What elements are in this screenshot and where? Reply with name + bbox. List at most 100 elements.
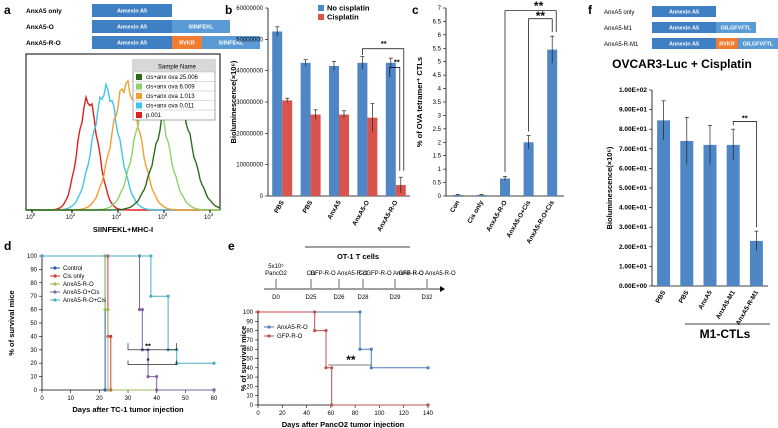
legend-entry: cis+anx ova 6.009 bbox=[146, 85, 195, 91]
legend-entry: cis+anx ova 1.013 bbox=[146, 94, 195, 100]
bar bbox=[500, 178, 510, 196]
data-point bbox=[324, 329, 328, 333]
x-tick-label: AnxA5-R-O bbox=[376, 200, 399, 234]
data-point bbox=[313, 329, 317, 333]
construct-domain-label: Annexin A5 bbox=[669, 10, 699, 16]
y-tick-label: 70 bbox=[30, 294, 37, 300]
legend-swatch bbox=[136, 83, 142, 90]
y-tick-label: 20 bbox=[246, 384, 253, 390]
y-tick-label: 2.00E+01 bbox=[619, 244, 647, 251]
data-point bbox=[103, 308, 107, 312]
construct-domain bbox=[92, 36, 172, 49]
data-point bbox=[137, 308, 142, 312]
data-point bbox=[256, 310, 260, 314]
y-tick-label: 0.5 bbox=[433, 181, 442, 187]
timeline-day: D28 bbox=[357, 295, 369, 301]
construct-label: AnxA5-O bbox=[26, 24, 54, 31]
y-tick-label: 50000000 bbox=[236, 37, 263, 43]
bar bbox=[357, 62, 368, 197]
x-tick-label: 60 bbox=[211, 396, 218, 402]
legend-entry: cis+anx ova 25.006 bbox=[146, 75, 199, 81]
panel-f-constructs: AnxA5 only Annexin A5 AnxA5-M1 Annexin A5 GI… bbox=[604, 6, 778, 71]
y-tick-label: 8.00E+01 bbox=[619, 126, 647, 133]
x-tick-label: AnxA5-M1 bbox=[715, 289, 737, 320]
y-tick-label: 0.00E+00 bbox=[619, 283, 647, 290]
x-tick-label: PBS bbox=[302, 199, 315, 215]
y-tick-label: 2 bbox=[438, 140, 442, 146]
data-point bbox=[155, 375, 159, 379]
y-tick-label: 40 bbox=[30, 334, 37, 340]
y-axis-label: % of OVA tetramer⁺ CTLs bbox=[415, 57, 424, 147]
group-label: OT-1 T cells bbox=[337, 252, 379, 261]
bar bbox=[310, 114, 321, 196]
y-tick-label: 6.5 bbox=[433, 19, 442, 25]
panel-label-e: e bbox=[228, 239, 235, 253]
construct-label: AnxA5 only bbox=[26, 8, 62, 15]
x-tick-label: 30 bbox=[125, 396, 132, 402]
x-tick-label: PBS bbox=[273, 199, 286, 215]
y-tick-label: 6.00E+01 bbox=[619, 165, 647, 172]
y-axis-label: Bioluminescence(×10⁶) bbox=[229, 60, 238, 143]
panel-f-chart: 0.00E+00 1.00E+01 2.00E+01 3.00E+01 4.00E+01… bbox=[605, 87, 770, 341]
data-point bbox=[166, 294, 170, 298]
construct-label: AnxA5-R-M1 bbox=[604, 42, 639, 48]
y-tick-label: 50 bbox=[30, 321, 37, 327]
panel-label-a: a bbox=[4, 3, 11, 17]
y-tick-label: 30 bbox=[30, 348, 37, 354]
data-point bbox=[155, 388, 159, 392]
y-tick-label: 60000000 bbox=[236, 6, 263, 12]
data-point bbox=[330, 366, 334, 370]
construct-domain bbox=[716, 22, 756, 33]
y-tick-label: 1.00E+01 bbox=[619, 263, 647, 270]
y-tick-label: 30 bbox=[246, 375, 253, 381]
y-tick-label: 1 bbox=[438, 167, 442, 173]
series-line bbox=[258, 311, 428, 369]
legend-swatch bbox=[136, 112, 142, 118]
construct-domain-label: Annexin A5 bbox=[117, 41, 147, 47]
y-tick-label: 10 bbox=[30, 375, 37, 381]
y-tick-label: 30000000 bbox=[236, 100, 263, 106]
x-tick-label: 20 bbox=[279, 411, 286, 417]
x-tick-label: 0 bbox=[256, 411, 260, 417]
significance-mark: * bbox=[147, 356, 150, 365]
y-tick-label: 10 bbox=[246, 394, 253, 400]
legend-entry: cis+anx ova 0.011 bbox=[146, 104, 195, 110]
construct-domain-label: RVKR bbox=[179, 41, 195, 47]
y-tick-label: 60 bbox=[30, 308, 37, 314]
y-tick-label: 0 bbox=[260, 194, 264, 200]
legend-title: Sample Name bbox=[158, 65, 197, 71]
legend-swatch bbox=[318, 14, 324, 20]
x-axis-label: Days after TC-1 tumor injection bbox=[72, 405, 184, 414]
x-tick-label: 101 bbox=[66, 212, 76, 221]
data-point bbox=[212, 361, 216, 365]
legend-entry: AnxA5-R-O bbox=[63, 282, 94, 288]
legend-swatch bbox=[136, 102, 142, 109]
bar bbox=[523, 142, 534, 196]
legend-swatch bbox=[136, 74, 142, 80]
bar bbox=[547, 49, 558, 196]
significance-mark: ** bbox=[394, 57, 400, 66]
significance-mark: ** bbox=[346, 353, 356, 367]
x-tick-label: 10 bbox=[67, 396, 74, 402]
y-tick-label: 3.5 bbox=[433, 100, 442, 106]
histogram-xlabel: SIINFEKL+MHC-I bbox=[93, 225, 153, 234]
panel-c-chart: 0 0.5 1 1.5 2 2.5 3 3.5 4 4.5 5 5.5 6 6.5 7 % of OVA te… bbox=[415, 0, 564, 245]
sig-bracket bbox=[528, 18, 553, 132]
y-tick-label: 80 bbox=[246, 329, 253, 335]
y-tick-label: 9.00E+01 bbox=[619, 107, 647, 114]
construct-domain bbox=[716, 38, 738, 49]
y-axis-label: % of survival mice bbox=[239, 326, 248, 391]
x-tick-label: 40 bbox=[153, 396, 160, 402]
x-tick-label: 103 bbox=[158, 212, 168, 221]
construct-domain-label: SIINFEKL bbox=[218, 41, 244, 47]
timeline-day: D26 bbox=[333, 295, 345, 301]
x-tick-label: AnxA5 bbox=[326, 199, 343, 221]
y-tick-label: 0 bbox=[34, 388, 38, 394]
x-axis-label: Days after PancO2 tumor injection bbox=[282, 420, 405, 428]
y-tick-label: 20000000 bbox=[236, 131, 263, 137]
bar bbox=[385, 62, 396, 197]
bar bbox=[272, 31, 283, 196]
sig-bracket bbox=[504, 10, 557, 172]
construct-label: AnxA5-R-O bbox=[26, 40, 61, 47]
histogram-curve bbox=[26, 85, 221, 211]
